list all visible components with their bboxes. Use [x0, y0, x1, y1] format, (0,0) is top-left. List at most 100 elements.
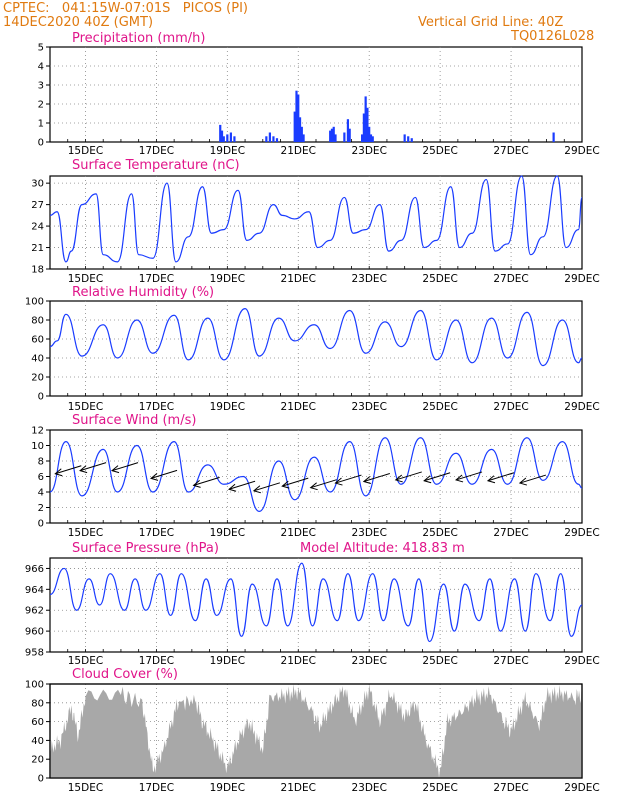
x-tick-label: 23DEC: [351, 655, 386, 667]
precip-bar: [219, 124, 222, 142]
x-tick-label: 19DEC: [210, 401, 245, 413]
wind-arrow-head: [394, 474, 403, 483]
precip-bar: [348, 128, 351, 142]
x-tick-label: 29DEC: [564, 401, 599, 413]
y-tick-label: 80: [31, 316, 44, 327]
precip-bar: [371, 136, 374, 142]
wind-arrow: [193, 476, 220, 486]
precip-bar: [275, 138, 279, 142]
x-tick-label: 27DEC: [493, 527, 528, 539]
x-tick-label: 25DEC: [422, 782, 457, 794]
precip-bar: [361, 134, 364, 142]
precip-bar: [297, 94, 300, 142]
x-tick-label: 29DEC: [564, 145, 599, 157]
header-model-id: TQ0126L028: [511, 29, 595, 44]
x-tick-label: 27DEC: [493, 273, 528, 285]
plot-frame: [49, 175, 583, 270]
y-tick-label: 6: [38, 472, 44, 483]
y-tick-label: 60: [31, 335, 44, 346]
x-tick-label: 25DEC: [422, 655, 457, 667]
y-tick-label: 20: [31, 373, 44, 384]
x-tick-label: 29DEC: [564, 273, 599, 285]
y-tick-label: 100: [25, 680, 44, 691]
x-tick-label: 17DEC: [139, 401, 174, 413]
x-tick-label: 23DEC: [351, 401, 386, 413]
x-tick-label: 19DEC: [210, 527, 245, 539]
x-tick-label: 21DEC: [281, 145, 316, 157]
plot-frame-top: [49, 683, 583, 779]
y-tick-label: 962: [25, 606, 44, 617]
precip-bar: [329, 130, 332, 142]
precip-bar: [229, 132, 232, 142]
header-grid-line: Vertical Grid Line: 40Z: [418, 15, 564, 30]
x-tick-label: 27DEC: [493, 145, 528, 157]
precip-bar: [302, 134, 305, 142]
precip-bar: [362, 113, 365, 142]
y-tick-label: 2: [38, 503, 44, 514]
y-tick-label: 3: [38, 81, 44, 92]
x-tick-label: 17DEC: [139, 527, 174, 539]
x-tick-label: 29DEC: [564, 655, 599, 667]
y-tick-label: 20: [31, 755, 44, 766]
wind-arrow-head: [423, 475, 432, 484]
wind-arrow-head: [334, 477, 343, 486]
wind-arrow-head: [252, 485, 262, 494]
y-tick-label: 80: [31, 698, 44, 709]
wind-arrow-head: [228, 483, 237, 492]
y-tick-label: 0: [38, 138, 44, 149]
wind-arrow-head: [110, 465, 120, 474]
x-tick-label: 21DEC: [281, 655, 316, 667]
x-tick-label: 19DEC: [210, 145, 245, 157]
precip-bar: [368, 126, 371, 142]
precip-bar: [403, 134, 406, 142]
x-tick-label: 15DEC: [68, 527, 103, 539]
precip-bar: [410, 138, 413, 142]
wind-arrow: [519, 474, 547, 484]
wind-arrow: [455, 471, 483, 481]
panel-5: Cloud Cover (%) 0 20 40 60 80 100 15DEC 17DEC 19D…: [25, 667, 600, 794]
precip-bar: [407, 136, 410, 142]
header-station: CPTEC: 041:15W-07:01S PICOS (PI): [3, 1, 248, 16]
panel-1: Surface Temperature (nC) 18 21 24 27 30 15DEC 1…: [31, 158, 599, 285]
x-tick-label: 17DEC: [139, 145, 174, 157]
y-tick-label: 964: [25, 585, 44, 596]
x-tick-label: 27DEC: [493, 782, 528, 794]
panel-title: Cloud Cover (%): [72, 667, 178, 682]
y-tick-label: 21: [31, 243, 44, 254]
wind-arrow: [363, 473, 390, 482]
x-tick-label: 19DEC: [210, 655, 245, 667]
x-tick-label: 29DEC: [564, 527, 599, 539]
y-tick-label: 4: [38, 62, 44, 73]
y-tick-label: 4: [38, 488, 44, 499]
x-tick-label: 17DEC: [139, 273, 174, 285]
y-tick-label: 0: [38, 774, 44, 785]
y-tick-label: 958: [25, 648, 44, 659]
precip-bar: [295, 90, 298, 142]
wind-arrow: [111, 462, 139, 472]
x-tick-label: 21DEC: [281, 401, 316, 413]
wind-arrow: [395, 471, 422, 481]
y-tick-label: 60: [31, 717, 44, 728]
precip-bar: [343, 132, 346, 142]
x-tick-label: 21DEC: [281, 527, 316, 539]
x-tick-label: 27DEC: [493, 401, 528, 413]
precip-bar: [268, 132, 271, 142]
precip-bar: [265, 136, 268, 142]
precip-bar: [346, 119, 350, 142]
y-tick-label: 2: [38, 100, 44, 111]
header-date: 14DEC2020 40Z (GMT): [3, 15, 154, 30]
panel-3: Surface Wind (m/s) 0 2 4 6 8 10 12 15DEC 17DEC 19D…: [31, 413, 599, 539]
y-tick-label: 0: [38, 519, 44, 530]
x-tick-label: 17DEC: [139, 782, 174, 794]
wind-arrow: [228, 480, 256, 490]
x-tick-label: 25DEC: [422, 273, 457, 285]
precip-bar: [332, 126, 335, 142]
panel-title: Precipitation (mm/h): [72, 31, 205, 46]
x-tick-label: 25DEC: [422, 527, 457, 539]
y-tick-label: 40: [31, 736, 44, 747]
wind-arrow: [310, 479, 337, 489]
wind-arrow-head: [54, 468, 63, 477]
y-tick-label: 100: [25, 297, 44, 308]
x-tick-label: 25DEC: [422, 401, 457, 413]
